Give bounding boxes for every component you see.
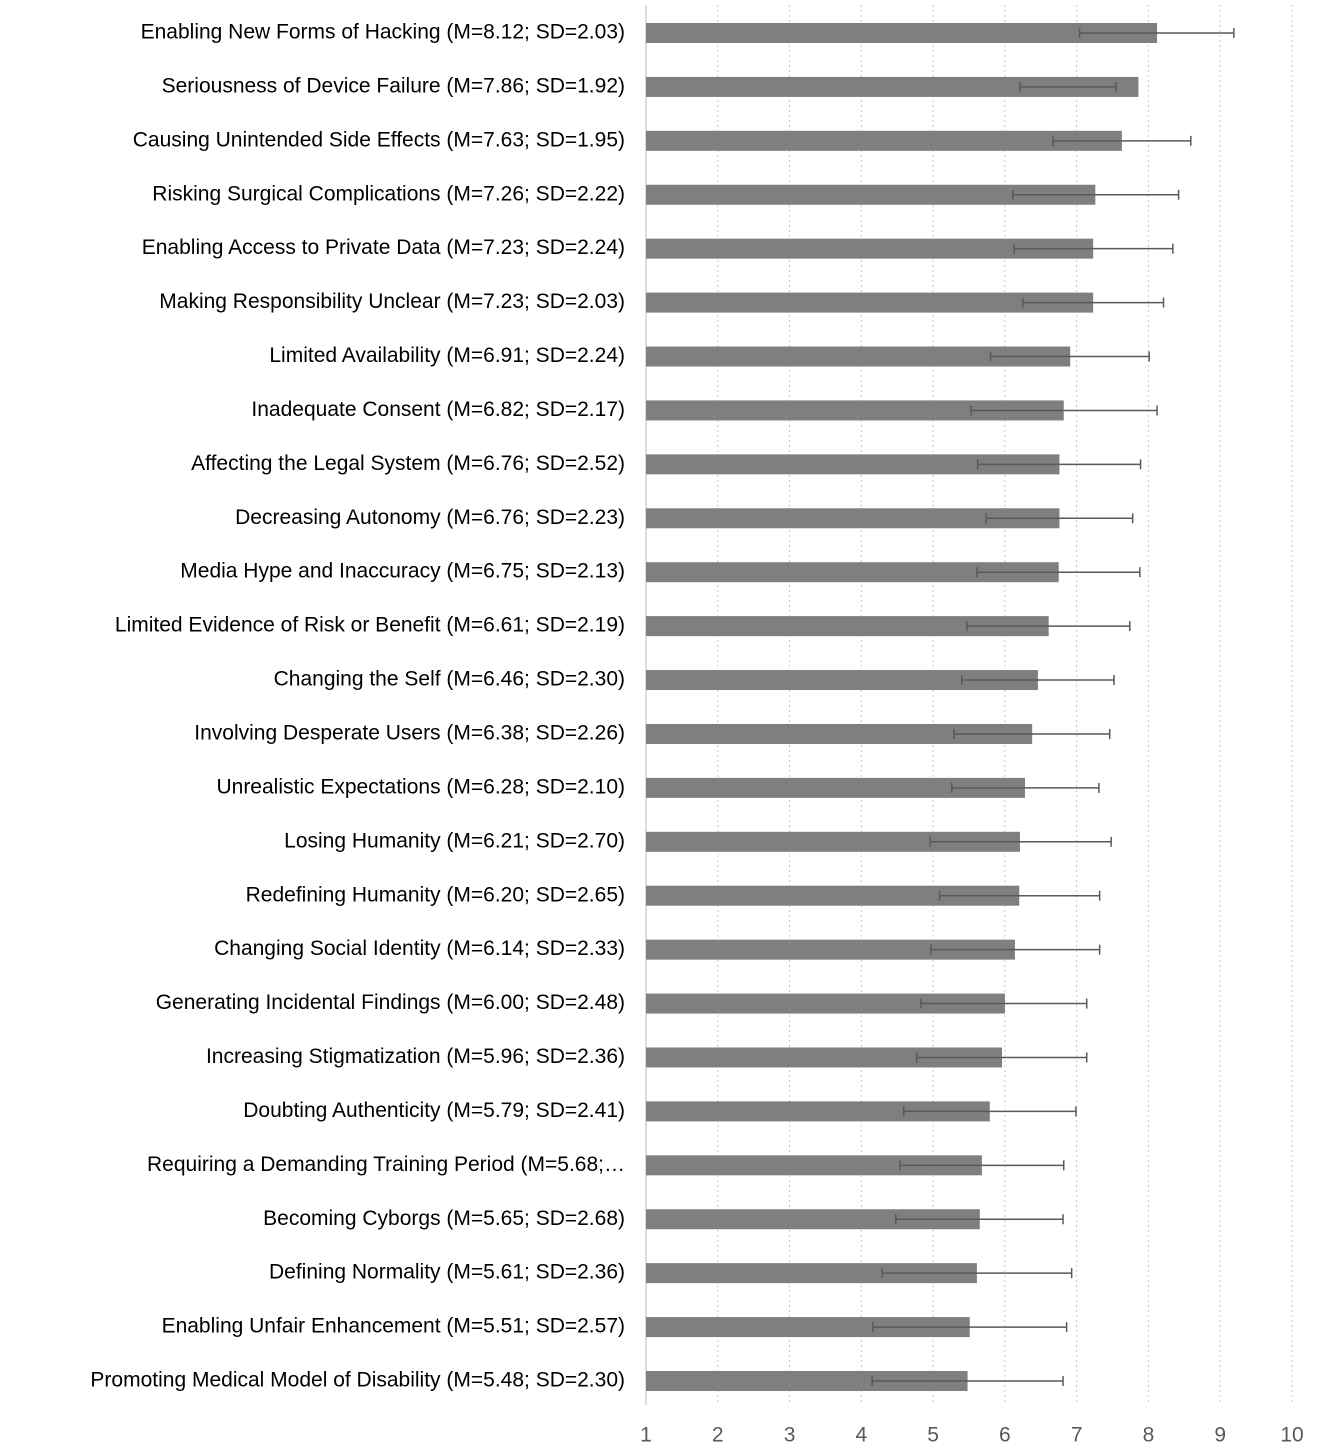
x-tick-label: 1 xyxy=(640,1424,652,1447)
y-tick-label: Becoming Cyborgs (M=5.65; SD=2.68) xyxy=(263,1207,625,1230)
x-tick-label: 7 xyxy=(1071,1424,1083,1447)
bar xyxy=(646,616,1049,637)
x-tick-label: 8 xyxy=(1143,1424,1155,1447)
x-tick-label: 10 xyxy=(1280,1424,1303,1447)
y-tick-label: Risking Surgical Complications (M=7.26; … xyxy=(152,182,625,205)
x-tick-label: 2 xyxy=(712,1424,724,1447)
y-tick-label: Defining Normality (M=5.61; SD=2.36) xyxy=(269,1261,625,1284)
bar xyxy=(646,1263,977,1284)
bar xyxy=(646,454,1060,475)
y-tick-label: Making Responsibility Unclear (M=7.23; S… xyxy=(159,290,625,313)
x-tick-label: 3 xyxy=(784,1424,796,1447)
bar xyxy=(646,130,1122,151)
x-tick-label: 6 xyxy=(999,1424,1011,1447)
bar xyxy=(646,508,1060,529)
bar xyxy=(646,1047,1003,1068)
bar xyxy=(646,184,1096,205)
y-tick-label: Seriousness of Device Failure (M=7.86; S… xyxy=(162,74,625,97)
bar xyxy=(646,993,1005,1014)
bar xyxy=(646,723,1033,744)
bar xyxy=(646,562,1059,583)
y-tick-label: Limited Evidence of Risk or Benefit (M=6… xyxy=(115,614,625,637)
y-tick-label: Redefining Humanity (M=6.20; SD=2.65) xyxy=(246,883,625,906)
y-tick-label: Involving Desperate Users (M=6.38; SD=2.… xyxy=(194,722,625,745)
bar xyxy=(646,76,1139,97)
bar xyxy=(646,885,1020,906)
y-tick-label: Enabling New Forms of Hacking (M=8.12; S… xyxy=(141,21,625,44)
x-tick-label: 9 xyxy=(1214,1424,1226,1447)
y-tick-label: Limited Availability (M=6.91; SD=2.24) xyxy=(269,344,625,367)
x-tick-label: 5 xyxy=(927,1424,939,1447)
bar xyxy=(646,939,1015,960)
y-tick-label: Doubting Authenticity (M=5.79; SD=2.41) xyxy=(243,1099,625,1122)
bar xyxy=(646,238,1094,259)
bar xyxy=(646,400,1064,421)
y-tick-label: Losing Humanity (M=6.21; SD=2.70) xyxy=(284,829,625,852)
y-tick-label: Changing the Self (M=6.46; SD=2.30) xyxy=(274,668,625,691)
y-tick-label: Increasing Stigmatization (M=5.96; SD=2.… xyxy=(206,1045,625,1068)
bar xyxy=(646,292,1094,313)
y-tick-label: Media Hype and Inaccuracy (M=6.75; SD=2.… xyxy=(180,560,625,583)
bar xyxy=(646,777,1025,798)
y-tick-label: Enabling Access to Private Data (M=7.23;… xyxy=(142,236,625,259)
y-tick-label: Causing Unintended Side Effects (M=7.63;… xyxy=(133,128,625,151)
bar xyxy=(646,1317,970,1338)
y-tick-label: Affecting the Legal System (M=6.76; SD=2… xyxy=(191,452,625,475)
y-tick-label: Requiring a Demanding Training Period (M… xyxy=(147,1153,625,1176)
y-tick-label: Changing Social Identity (M=6.14; SD=2.3… xyxy=(214,937,625,960)
bar xyxy=(646,831,1020,852)
y-tick-label: Promoting Medical Model of Disability (M… xyxy=(90,1369,625,1392)
bar xyxy=(646,1371,968,1391)
bar xyxy=(646,23,1158,43)
y-tick-label: Decreasing Autonomy (M=6.76; SD=2.23) xyxy=(235,506,625,529)
bar xyxy=(646,670,1038,691)
bar xyxy=(646,346,1071,367)
x-tick-label: 4 xyxy=(855,1424,867,1447)
y-tick-label: Generating Incidental Findings (M=6.00; … xyxy=(156,991,625,1014)
y-tick-label: Inadequate Consent (M=6.82; SD=2.17) xyxy=(251,398,625,421)
y-tick-label: Unrealistic Expectations (M=6.28; SD=2.1… xyxy=(216,775,625,798)
y-tick-label: Enabling Unfair Enhancement (M=5.51; SD=… xyxy=(162,1315,625,1338)
bar xyxy=(646,1155,982,1176)
